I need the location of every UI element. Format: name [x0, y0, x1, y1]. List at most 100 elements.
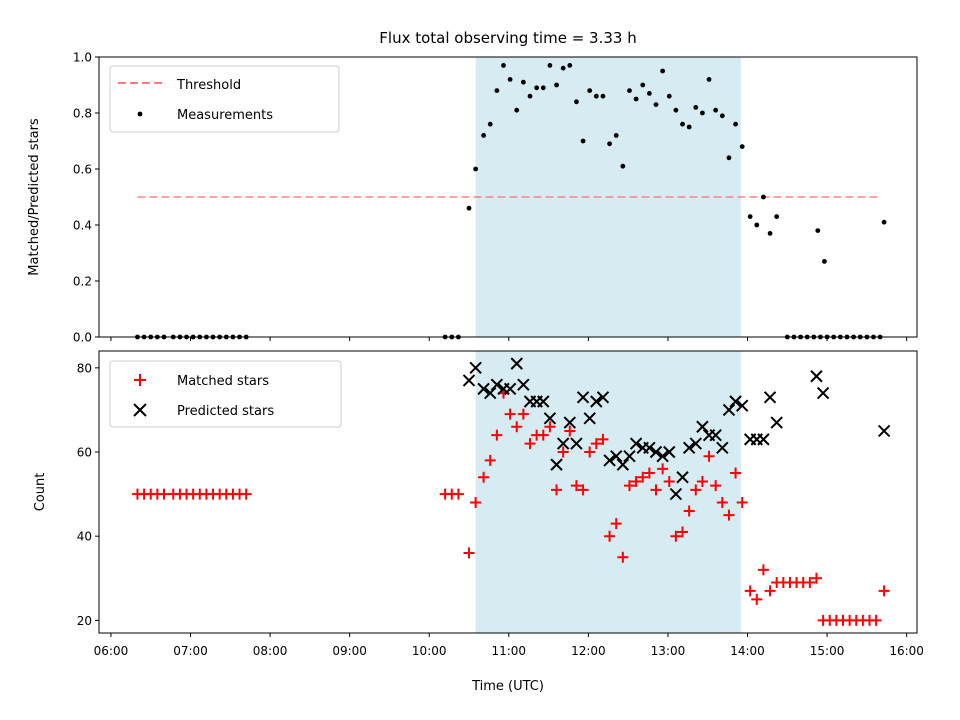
- predicted-star-point: [490, 378, 504, 391]
- measurement-point: [680, 121, 685, 127]
- predicted-star-point: [757, 433, 770, 446]
- measurement-point: [534, 85, 540, 91]
- measurement-point: [613, 133, 619, 138]
- measurement-point: [693, 105, 699, 110]
- predicted-star-point: [563, 416, 577, 429]
- x-tick-label: 07:00: [173, 644, 208, 658]
- x-axis-label: Time (UTC): [471, 679, 544, 694]
- predicted-star-point: [583, 412, 596, 425]
- predicted-star-point: [649, 445, 663, 459]
- predicted-star-point: [763, 391, 777, 404]
- measurement-point: [686, 124, 692, 130]
- measurement-point: [593, 93, 599, 99]
- matched-star-point: [670, 530, 682, 542]
- measurement-point: [587, 88, 593, 93]
- matched-star-point: [610, 518, 622, 530]
- measurement-point: [487, 121, 493, 127]
- bottom-y-ticks: 20 40 60 80: [77, 361, 99, 628]
- predicted-star-point: [570, 437, 583, 450]
- matched-star-point: [637, 471, 649, 483]
- measurement-point: [627, 88, 632, 93]
- matched-star-point: [158, 488, 170, 500]
- predicted-star-point: [603, 454, 616, 467]
- predicted-star-point: [550, 458, 563, 471]
- measurement-point: [719, 113, 725, 119]
- predicted-star-point: [656, 450, 669, 463]
- measurement-point: [494, 88, 500, 93]
- matched-star-point: [590, 438, 602, 450]
- predicted-star-point: [669, 487, 683, 501]
- predicted-star-point: [735, 399, 749, 412]
- measurement-point: [666, 93, 672, 99]
- bottom-panel: 20 40 60 80 06:00 07:00 08:00 09:00 10:00 11:00 1…: [33, 350, 924, 694]
- y-tick-label: 0.0: [73, 331, 92, 345]
- predicted-star-point: [682, 441, 696, 455]
- measurement-point: [713, 107, 719, 113]
- measurement-point: [600, 93, 606, 99]
- predicted-star-point: [770, 416, 783, 429]
- matched-star-point: [650, 484, 662, 496]
- matched-star-point: [716, 497, 728, 509]
- predicted-star-point: [816, 386, 830, 400]
- measurement-point: [560, 65, 566, 71]
- matched-star-point: [544, 421, 556, 433]
- measurement-point: [466, 205, 472, 211]
- matched-star-point: [703, 450, 715, 462]
- predicted-star-point: [517, 378, 530, 391]
- predicted-star-point: [663, 445, 676, 459]
- matched-star-point: [617, 551, 629, 563]
- matched-star-point: [491, 429, 503, 441]
- top-panel: 0.0 0.2 0.4 0.6 0.8 1.0 Matched/Predicted sta…: [27, 51, 918, 345]
- matched-star-point: [744, 585, 756, 597]
- measurement-point: [815, 228, 821, 234]
- x-tick-label: 15:00: [810, 644, 845, 658]
- matched-star-point: [751, 593, 763, 605]
- x-tick-label: 08:00: [253, 644, 288, 658]
- bottom-y-axis-label: Count: [33, 473, 48, 512]
- matched-star-point: [878, 585, 890, 597]
- y-tick-label: 60: [77, 446, 92, 460]
- matched-star-point: [537, 429, 549, 441]
- predicted-star-point: [590, 395, 603, 408]
- measurement-point: [473, 166, 479, 172]
- matched-star-point: [484, 454, 496, 466]
- predicted-star-point: [709, 428, 722, 442]
- measurement-point: [767, 231, 773, 236]
- measurement-point: [580, 138, 586, 144]
- predicted-star-point: [623, 450, 636, 463]
- measurement-point: [574, 99, 579, 105]
- bottom-axes-frame: [98, 350, 918, 634]
- matched-star-point: [584, 446, 596, 458]
- top-axes-frame: [98, 56, 918, 338]
- matched-star-point: [524, 438, 536, 450]
- measurement-point: [733, 121, 738, 127]
- predicted-star-point: [462, 374, 476, 387]
- predicted-star-point: [543, 412, 557, 425]
- predicted-star-point: [610, 450, 623, 463]
- x-tick-label: 06:00: [94, 644, 129, 658]
- x-tick-label: 13:00: [651, 644, 686, 658]
- y-tick-label: 80: [77, 361, 92, 375]
- top-x-ticks: [110, 337, 908, 341]
- measurement-point: [754, 222, 760, 228]
- y-tick-label: 40: [77, 530, 92, 544]
- predicted-star-point: [629, 437, 643, 450]
- matched-star-point: [597, 433, 609, 445]
- matched-star-point: [757, 564, 769, 576]
- x-tick-label: 12:00: [571, 644, 606, 658]
- y-tick-label: 0.2: [73, 275, 92, 289]
- matched-star-point: [511, 421, 523, 433]
- matched-star-point: [804, 576, 816, 588]
- matched-star-point: [577, 484, 589, 496]
- predicted-star-point: [616, 458, 630, 471]
- matched-star-point: [478, 471, 490, 483]
- matched-legend-swatch: [134, 374, 146, 386]
- measurement-point: [514, 107, 520, 113]
- matched-star-point: [690, 484, 702, 496]
- predicted-star-point: [484, 386, 497, 400]
- matched-legend-label: Matched stars: [177, 374, 269, 389]
- predicted-star-point: [503, 382, 517, 396]
- predicted-star-point: [643, 441, 656, 455]
- bottom-legend-box: [109, 360, 342, 428]
